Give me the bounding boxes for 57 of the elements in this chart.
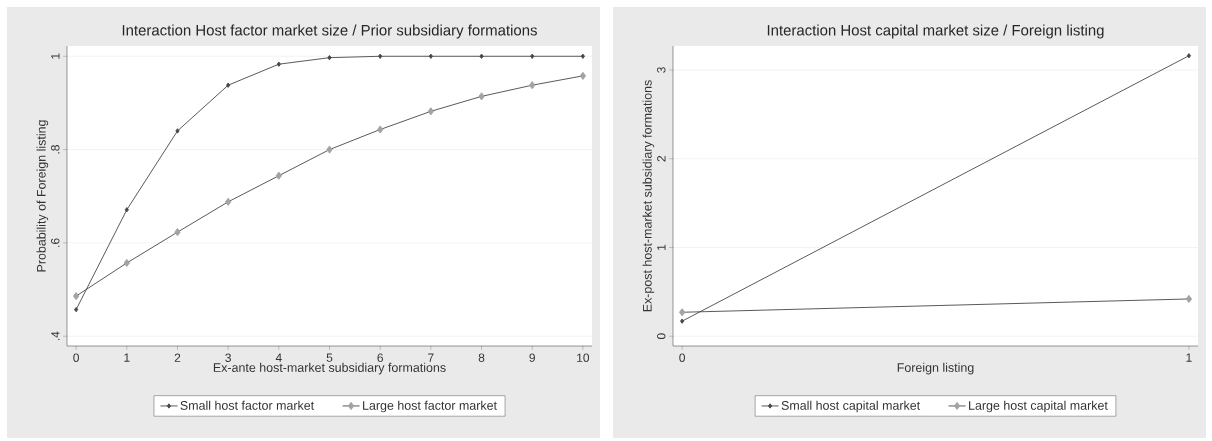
x-tick-label: 8 <box>478 353 485 362</box>
y-tick-label: .6 <box>51 238 60 247</box>
point <box>680 318 685 324</box>
x-tick-label: 3 <box>225 353 231 362</box>
legend-label: Large host capital market <box>969 400 1108 413</box>
x-tick-label: 0 <box>679 353 685 362</box>
x-tick-label: 0 <box>73 353 79 362</box>
y-tick-label: .4 <box>51 331 60 341</box>
point <box>1186 53 1191 59</box>
x-axis-title: Ex-ante host-market subsidiary formations <box>213 362 446 375</box>
point <box>124 207 129 213</box>
x-tick-label: 10 <box>577 353 590 362</box>
point <box>529 81 536 90</box>
x-tick-label: 4 <box>275 353 282 362</box>
point <box>377 125 384 134</box>
point <box>72 292 80 301</box>
x-tick-label: 5 <box>326 353 333 362</box>
point <box>174 228 181 237</box>
point <box>530 53 535 59</box>
x-tick-label: 6 <box>377 353 383 362</box>
legend-label: Small host capital market <box>781 400 921 413</box>
x-axis-title: Foreign listing <box>897 362 974 375</box>
y-tick-label: .8 <box>51 145 60 154</box>
chart-title: Interaction Host capital market size / Foreign listing <box>767 24 1104 39</box>
point <box>580 53 585 59</box>
chart-title: Interaction Host factor market size / Prior subsidiary formations <box>122 24 537 39</box>
x-tick-label: 1 <box>124 353 130 362</box>
y-tick-label: 1 <box>51 53 60 59</box>
legend-label: Large host factor market <box>363 400 497 413</box>
point <box>326 145 333 154</box>
point <box>226 82 231 88</box>
x-tick-label: 9 <box>529 353 535 362</box>
x-tick-label: 7 <box>428 353 434 362</box>
x-tick-label: 2 <box>174 353 181 362</box>
point <box>479 53 484 59</box>
point <box>1185 294 1193 304</box>
legend-label: Small host factor market <box>180 400 315 410</box>
point <box>123 258 130 267</box>
point <box>428 53 433 59</box>
point <box>579 71 587 80</box>
y-tick-label: 2 <box>657 156 666 162</box>
point <box>478 92 485 101</box>
point <box>378 53 383 59</box>
point <box>275 171 282 180</box>
point <box>678 308 686 317</box>
point <box>276 61 281 67</box>
y-axis-title: Probability of Foreign listing <box>36 120 49 272</box>
x-tick-label: 1 <box>1186 353 1192 362</box>
y-tick-label: 3 <box>657 67 666 73</box>
y-tick-label: 1 <box>657 244 666 250</box>
point <box>427 107 434 116</box>
y-axis-title: Ex-post host-market subsidiary formations <box>642 80 655 312</box>
point <box>74 306 79 313</box>
point <box>175 128 180 134</box>
point <box>225 197 232 206</box>
y-tick-label: 0 <box>657 333 666 340</box>
point <box>327 55 332 61</box>
